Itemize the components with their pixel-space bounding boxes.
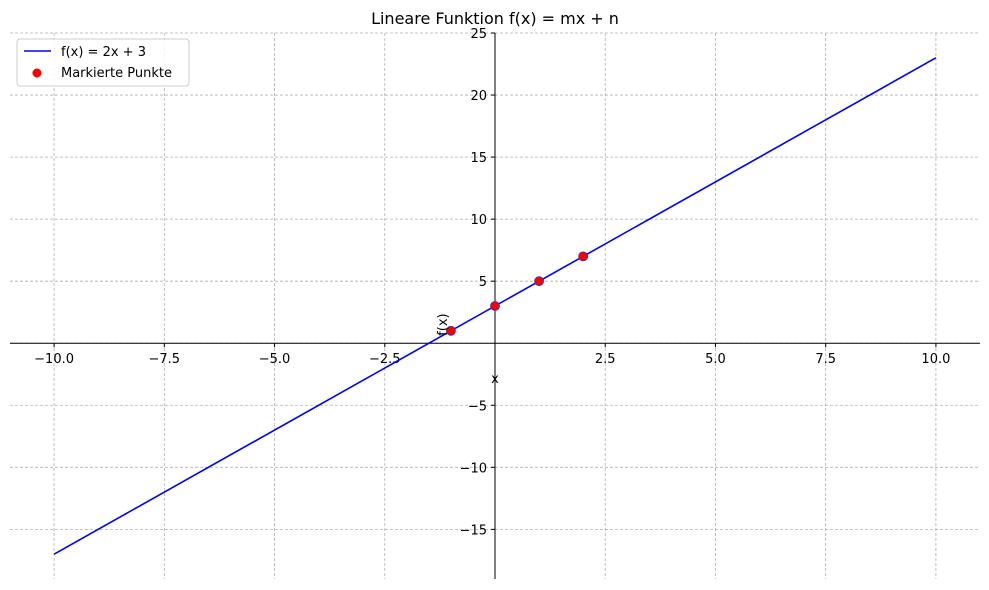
ticks: −10.0 −7.5 −5.0 −2.5 2.5 5.0 7.5 10.0 −15 −10 −5 5 1… xyxy=(34,27,950,538)
y-tick-label: −10 xyxy=(460,461,487,476)
x-tick-label: 2.5 xyxy=(595,352,616,367)
y-tick-label: −5 xyxy=(468,399,487,414)
chart-title: Lineare Funktion f(x) = mx + n xyxy=(371,9,619,28)
x-axis-label: x xyxy=(491,372,499,387)
scatter-point xyxy=(490,301,500,311)
legend-label: f(x) = 2x + 3 xyxy=(61,45,146,60)
y-tick-label: −15 xyxy=(460,523,487,538)
y-axis-label: f(x) xyxy=(436,313,451,335)
y-tick-label: 5 xyxy=(479,275,487,290)
x-tick-label: 7.5 xyxy=(815,352,836,367)
x-tick-label: −7.5 xyxy=(149,352,181,367)
y-tick-label: 10 xyxy=(470,213,487,228)
legend: f(x) = 2x + 3 Markierte Punkte xyxy=(16,38,190,87)
x-tick-label: 10.0 xyxy=(921,352,950,367)
y-tick-label: 15 xyxy=(470,151,487,166)
legend-label: Markierte Punkte xyxy=(61,66,172,81)
x-tick-label: 5.0 xyxy=(705,352,726,367)
legend-marker-swatch xyxy=(32,68,42,78)
x-tick-label: −10.0 xyxy=(34,352,74,367)
scatter-point xyxy=(534,276,544,287)
x-tick-label: −2.5 xyxy=(369,352,401,367)
y-tick-label: 25 xyxy=(470,27,487,42)
scatter-point xyxy=(446,325,456,336)
y-tick-label: 20 xyxy=(470,89,487,104)
scatter-point xyxy=(578,251,589,262)
x-tick-label: −5.0 xyxy=(259,352,291,367)
plot-area xyxy=(53,57,937,555)
legend-box xyxy=(16,38,190,87)
